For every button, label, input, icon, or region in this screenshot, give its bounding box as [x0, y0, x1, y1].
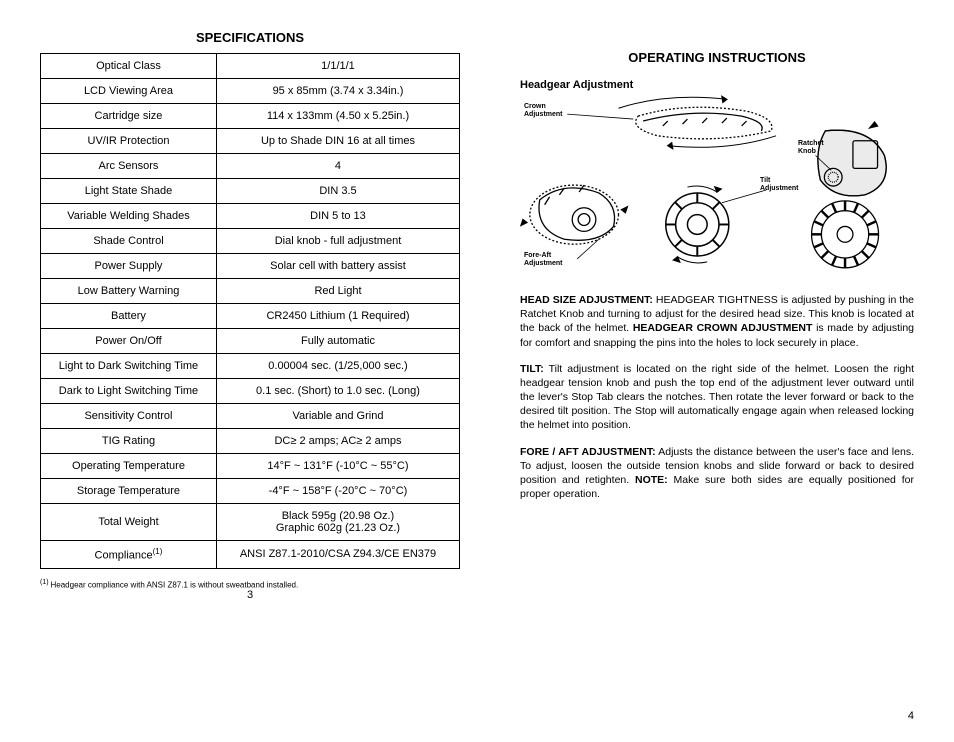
- headgear-adjustment-subhead: Headgear Adjustment: [520, 79, 914, 91]
- table-row: Variable Welding ShadesDIN 5 to 13: [41, 204, 460, 229]
- table-row: Arc Sensors4: [41, 154, 460, 179]
- spec-value: 0.00004 sec. (1/25,000 sec.): [216, 354, 459, 379]
- footnote: (1) Headgear compliance with ANSI Z87.1 …: [40, 579, 460, 590]
- spec-label: Optical Class: [41, 54, 217, 79]
- spec-label: Dark to Light Switching Time: [41, 379, 217, 404]
- table-row: Power On/OffFully automatic: [41, 329, 460, 354]
- table-row: Power SupplySolar cell with battery assi…: [41, 254, 460, 279]
- spec-label: Shade Control: [41, 229, 217, 254]
- table-row: Sensitivity ControlVariable and Grind: [41, 404, 460, 429]
- spec-label: TIG Rating: [41, 429, 217, 454]
- spec-label: Arc Sensors: [41, 154, 217, 179]
- spec-label: Storage Temperature: [41, 479, 217, 504]
- tilt-adjustment-label: TiltAdjustment: [760, 177, 799, 192]
- spec-value: 0.1 sec. (Short) to 1.0 sec. (Long): [216, 379, 459, 404]
- spec-value: 1/1/1/1: [216, 54, 459, 79]
- right-column: OPERATING INSTRUCTIONS Headgear Adjustme…: [520, 30, 914, 722]
- page-number-right: 4: [520, 710, 914, 722]
- ratchet-knob-label: RatchetKnob: [798, 140, 824, 155]
- table-row: Operating Temperature14°F ~ 131°F (-10°C…: [41, 454, 460, 479]
- table-row: Cartridge size114 x 133mm (4.50 x 5.25in…: [41, 104, 460, 129]
- spec-value: Dial knob - full adjustment: [216, 229, 459, 254]
- spec-label: Light to Dark Switching Time: [41, 354, 217, 379]
- specifications-title: SPECIFICATIONS: [40, 30, 460, 45]
- crown-adjustment-label: CrownAdjustment: [524, 103, 563, 118]
- tilt-bold: TILT:: [520, 363, 544, 375]
- crown-adjustment-bold: HEADGEAR CROWN ADJUSTMENT: [633, 322, 813, 334]
- spec-value: 95 x 85mm (3.74 x 3.34in.): [216, 79, 459, 104]
- fore-aft-bold: FORE / AFT ADJUSTMENT:: [520, 446, 656, 458]
- spec-label: Light State Shade: [41, 179, 217, 204]
- spec-value: Up to Shade DIN 16 at all times: [216, 129, 459, 154]
- footnote-text: Headgear compliance with ANSI Z87.1 is w…: [51, 580, 299, 589]
- spec-value: Solar cell with battery assist: [216, 254, 459, 279]
- spec-value: 114 x 133mm (4.50 x 5.25in.): [216, 104, 459, 129]
- table-row: Compliance(1)ANSI Z87.1-2010/CSA Z94.3/C…: [41, 541, 460, 569]
- operating-instructions-title: OPERATING INSTRUCTIONS: [520, 50, 914, 65]
- table-row: Low Battery WarningRed Light: [41, 279, 460, 304]
- spec-label: Power Supply: [41, 254, 217, 279]
- table-row: Light to Dark Switching Time0.00004 sec.…: [41, 354, 460, 379]
- table-row: Shade ControlDial knob - full adjustment: [41, 229, 460, 254]
- head-size-bold: HEAD SIZE ADJUSTMENT:: [520, 294, 653, 306]
- table-row: Storage Temperature-4°F ~ 158°F (-20°C ~…: [41, 479, 460, 504]
- spec-label: Compliance(1): [41, 541, 217, 569]
- spec-value: CR2450 Lithium (1 Required): [216, 304, 459, 329]
- spec-value: 4: [216, 154, 459, 179]
- spec-label: Variable Welding Shades: [41, 204, 217, 229]
- page: SPECIFICATIONS Optical Class1/1/1/1LCD V…: [0, 0, 954, 742]
- table-row: BatteryCR2450 Lithium (1 Required): [41, 304, 460, 329]
- spec-label: Sensitivity Control: [41, 404, 217, 429]
- fore-aft-adjustment-label: Fore-AftAdjustment: [524, 252, 563, 267]
- spec-value: DC≥ 2 amps; AC≥ 2 amps: [216, 429, 459, 454]
- note-bold: NOTE:: [635, 474, 668, 486]
- table-row: Dark to Light Switching Time0.1 sec. (Sh…: [41, 379, 460, 404]
- left-column: SPECIFICATIONS Optical Class1/1/1/1LCD V…: [40, 30, 460, 722]
- spec-label: Low Battery Warning: [41, 279, 217, 304]
- spec-value: ANSI Z87.1-2010/CSA Z94.3/CE EN379: [216, 541, 459, 569]
- headgear-diagram: CrownAdjustment RatchetKnob TiltAdjustme…: [520, 95, 914, 285]
- spec-value: Black 595g (20.98 Oz.)Graphic 602g (21.2…: [216, 504, 459, 541]
- spec-label: LCD Viewing Area: [41, 79, 217, 104]
- spec-value: Fully automatic: [216, 329, 459, 354]
- tilt-paragraph: TILT: Tilt adjustment is located on the …: [520, 362, 914, 433]
- footnote-marker: (1): [40, 579, 51, 586]
- head-size-paragraph: HEAD SIZE ADJUSTMENT: HEADGEAR TIGHTNESS…: [520, 293, 914, 350]
- spec-label: Cartridge size: [41, 104, 217, 129]
- page-number-left: 3: [40, 589, 460, 601]
- table-row: UV/IR ProtectionUp to Shade DIN 16 at al…: [41, 129, 460, 154]
- table-row: Optical Class1/1/1/1: [41, 54, 460, 79]
- table-row: TIG RatingDC≥ 2 amps; AC≥ 2 amps: [41, 429, 460, 454]
- spec-value: Variable and Grind: [216, 404, 459, 429]
- table-row: Total WeightBlack 595g (20.98 Oz.)Graphi…: [41, 504, 460, 541]
- specifications-table: Optical Class1/1/1/1LCD Viewing Area95 x…: [40, 53, 460, 569]
- table-row: LCD Viewing Area95 x 85mm (3.74 x 3.34in…: [41, 79, 460, 104]
- table-row: Light State ShadeDIN 3.5: [41, 179, 460, 204]
- spec-value: DIN 3.5: [216, 179, 459, 204]
- spec-value: DIN 5 to 13: [216, 204, 459, 229]
- fore-aft-paragraph: FORE / AFT ADJUSTMENT: Adjusts the dista…: [520, 445, 914, 502]
- spec-label: Battery: [41, 304, 217, 329]
- spec-label: Power On/Off: [41, 329, 217, 354]
- spec-value: Red Light: [216, 279, 459, 304]
- spec-label: UV/IR Protection: [41, 129, 217, 154]
- spec-value: 14°F ~ 131°F (-10°C ~ 55°C): [216, 454, 459, 479]
- spec-value: -4°F ~ 158°F (-20°C ~ 70°C): [216, 479, 459, 504]
- spec-label: Total Weight: [41, 504, 217, 541]
- spec-label: Operating Temperature: [41, 454, 217, 479]
